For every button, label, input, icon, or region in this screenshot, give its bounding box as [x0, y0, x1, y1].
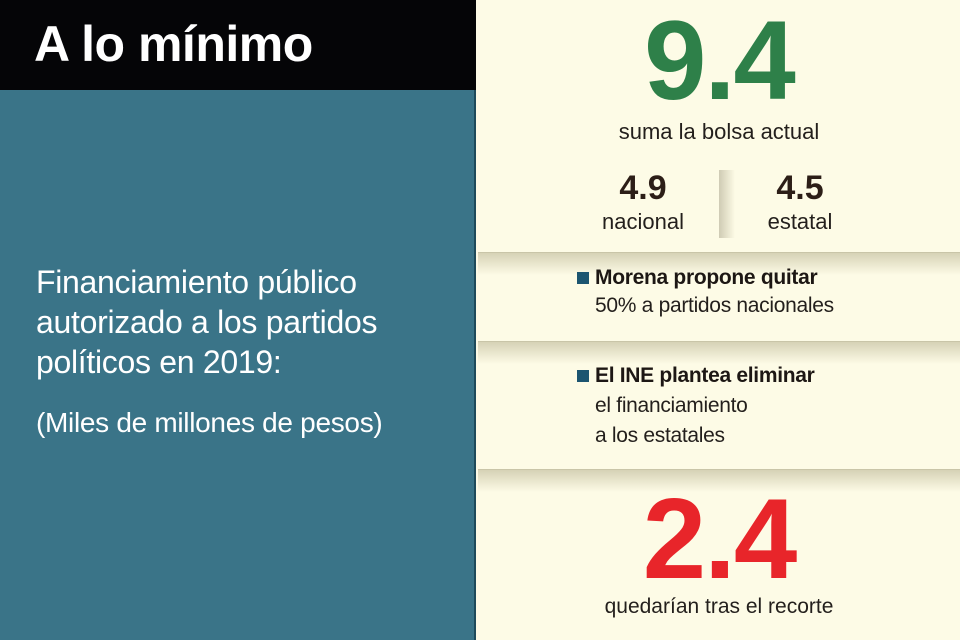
nacional-label: nacional [602, 209, 684, 234]
panel-title-line: políticos en 2019: [36, 344, 282, 380]
bullet-text: 50% a partidos nacionales [595, 294, 834, 317]
estatal-value: 4.5 [776, 169, 824, 207]
estatal-label: estatal [767, 209, 833, 234]
split-nacional: 4.9 nacional [578, 168, 708, 240]
left-panel: A lo mínimo Financiamiento público autor… [0, 0, 476, 640]
bullet-heading: Morena propone quitar [595, 266, 818, 289]
bullet-text: a los estatales [595, 424, 725, 447]
right-panel: 9.4 suma la bolsa actual 4.9 nacional 4.… [478, 0, 960, 640]
panel-title-line: Financiamiento público [36, 264, 357, 300]
square-bullet-icon [577, 370, 589, 382]
remaining-section [478, 469, 960, 640]
remaining-value: 2.4 [642, 476, 797, 603]
total-value: 9.4 [644, 0, 796, 123]
nacional-value: 4.9 [619, 169, 667, 207]
bullet-text: el financiamiento [595, 394, 748, 417]
total-caption: suma la bolsa actual [618, 119, 820, 144]
header-bar: A lo mínimo [0, 0, 476, 90]
remaining-caption: quedarían tras el recorte [604, 595, 834, 618]
panel-title: Financiamiento público autorizado a los … [36, 262, 466, 382]
bullet-heading: El INE plantea eliminar [595, 364, 815, 387]
total-section: 9.4 suma la bolsa actual 4.9 nacional 4.… [478, 0, 960, 252]
morena-section [478, 252, 960, 341]
units-note: (Miles de millones de pesos) [36, 407, 383, 438]
panel-title-line: autorizado a los partidos [36, 304, 378, 340]
square-bullet-icon [577, 272, 589, 284]
vertical-divider [719, 170, 735, 238]
headline: A lo mínimo [34, 16, 313, 72]
ine-section [478, 341, 960, 469]
split-estatal: 4.5 estatal [740, 168, 860, 240]
